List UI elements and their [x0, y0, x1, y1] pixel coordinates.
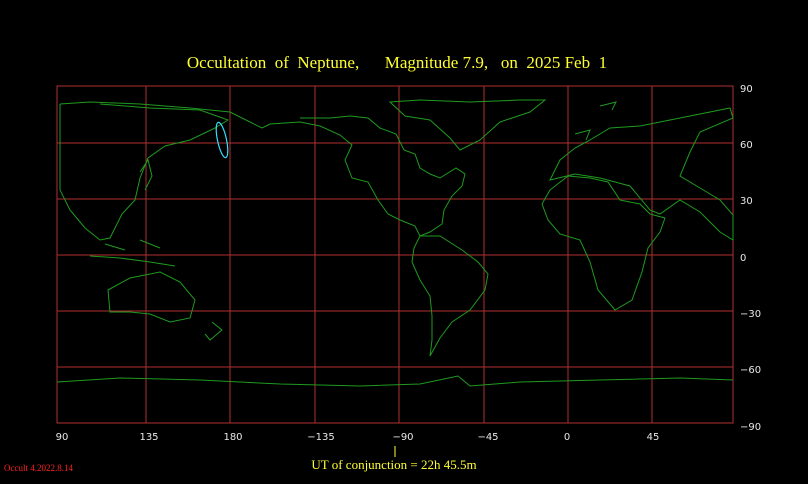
- lon-label: 0: [564, 432, 570, 443]
- version: Occult 4.2022.8.14: [4, 463, 73, 473]
- lat-label: 30: [740, 196, 753, 207]
- australia: [107, 271, 196, 323]
- islands: [89, 239, 176, 267]
- lon-label: −45: [477, 432, 498, 443]
- graticule: [56, 85, 734, 424]
- lon-label: 135: [139, 432, 158, 443]
- lat-label: 90: [740, 84, 753, 95]
- japan: [139, 158, 153, 191]
- lon-label: 180: [223, 432, 242, 443]
- title: Occultation of Neptune, Magnitude 7.9, o…: [187, 53, 607, 72]
- coastlines: [56, 99, 734, 387]
- lon-label: −135: [307, 432, 334, 443]
- new-zealand: [204, 321, 223, 341]
- north-america: [59, 101, 466, 237]
- lon-label: 45: [647, 432, 660, 443]
- conjunction-time: UT of conjunction = 22h 45.5m: [311, 457, 476, 472]
- eurasia-east: [59, 103, 230, 241]
- africa: [541, 175, 666, 311]
- lat-label: −60: [740, 365, 761, 376]
- lat-label: −30: [740, 309, 761, 320]
- eurasia-west: [549, 107, 734, 241]
- greenland-arctic: [388, 99, 547, 151]
- south-america: [411, 235, 489, 357]
- lon-label: −90: [392, 432, 413, 443]
- arctic-islands: [574, 101, 617, 141]
- occultation-path: [215, 121, 229, 159]
- lon-label: 90: [56, 432, 69, 443]
- lat-label: −90: [740, 422, 761, 433]
- antarctica: [56, 375, 734, 387]
- lat-label: 0: [740, 253, 746, 264]
- lat-label: 60: [740, 140, 753, 151]
